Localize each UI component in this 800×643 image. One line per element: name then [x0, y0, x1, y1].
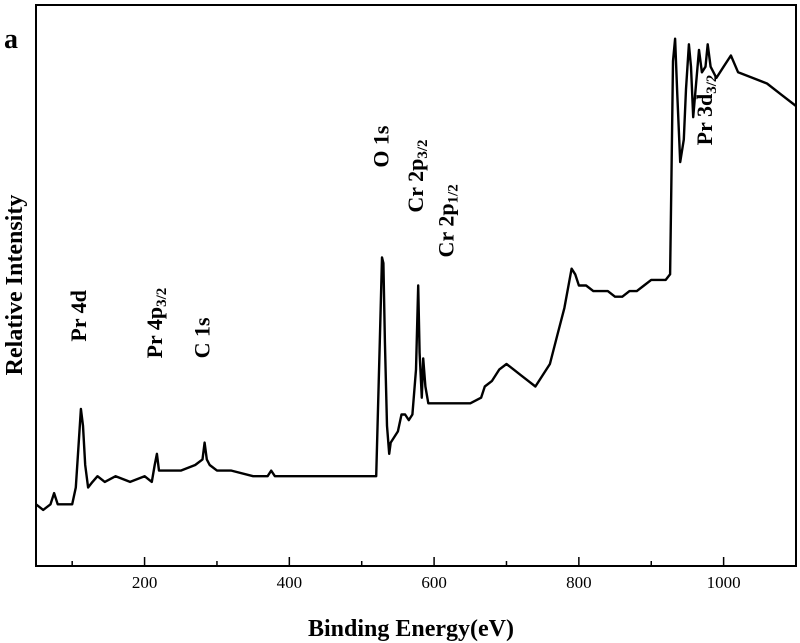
x-tick-labels: 200 400 600 800 1000 — [132, 573, 741, 592]
y-axis-title: Relative Intensity — [2, 195, 28, 376]
spectrum-line — [35, 37, 797, 512]
x-axis-title: Binding Energy(eV) — [308, 616, 514, 642]
peak-label: Cr 2p1/2 — [434, 184, 462, 257]
x-tick-label: 1000 — [707, 573, 741, 592]
peak-label: Pr 4d — [66, 290, 91, 342]
peak-label: O 1s — [368, 125, 393, 168]
x-tick-label: 600 — [421, 573, 447, 592]
x-tick-label: 200 — [132, 573, 158, 592]
x-tick-marks — [71, 557, 725, 566]
peak-label: Cr 2p3/2 — [403, 139, 431, 212]
peak-label: Pr 3d3/2 — [692, 75, 720, 146]
x-tick-label: 800 — [566, 573, 592, 592]
panel-label: a — [4, 24, 18, 55]
peak-labels: Pr 4d Pr 4p3/2 C 1s O 1s Cr 2p3/2Cr 2p1/2 Pr … — [66, 75, 720, 359]
x-tick-label: 400 — [277, 573, 303, 592]
plot-frame — [35, 4, 797, 567]
peak-label: Pr 4p3/2 — [142, 288, 170, 359]
peak-label: C 1s — [190, 317, 215, 358]
